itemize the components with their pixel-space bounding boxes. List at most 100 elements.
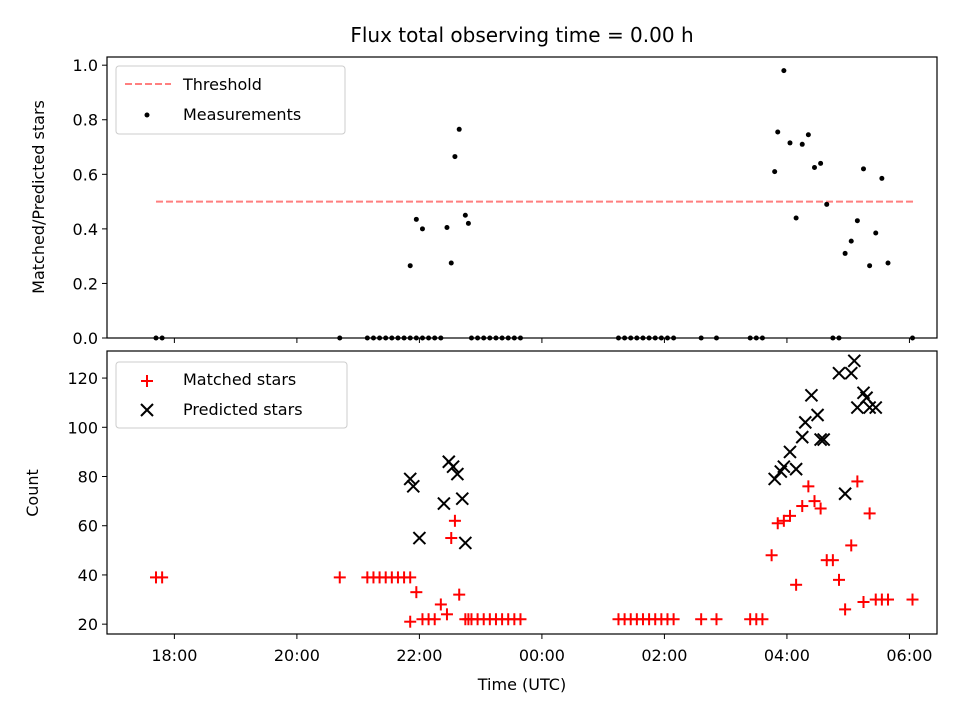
measurement-point (452, 154, 458, 160)
top-y-tick-label: 0.8 (73, 111, 98, 130)
measurement-point (879, 175, 885, 181)
bottom-y-axis-label: Count (23, 469, 42, 517)
chart-title: Flux total observing time = 0.00 h (350, 23, 693, 47)
predicted-star-point (406, 479, 420, 494)
top-legend: Threshold Measurements (115, 65, 346, 135)
matched-star-point (863, 507, 876, 520)
measurement-point (444, 225, 450, 231)
matched-star-point (802, 480, 815, 493)
legend-predicted-label: Predicted stars (183, 400, 303, 419)
top-legend-box (115, 65, 346, 135)
matched-star-point (453, 588, 466, 601)
matched-star-point (410, 586, 423, 599)
bottom-legend: Matched stars Predicted stars (115, 361, 348, 429)
matched-star-point (851, 475, 864, 488)
bottom-y-tick-label: 20 (78, 615, 98, 634)
matched-star-point (783, 509, 796, 522)
x-tick-label: 04:00 (764, 646, 810, 665)
matched-star-point (881, 593, 894, 606)
measurement-point (465, 220, 471, 226)
legend-measurements-label: Measurements (183, 105, 301, 124)
measurement-point (811, 164, 817, 170)
measurement-point (805, 132, 811, 138)
legend-matched-label: Matched stars (183, 370, 296, 389)
bottom-y-tick-label: 60 (78, 517, 98, 536)
bottom-legend-box (115, 361, 348, 429)
matched-star-point (695, 613, 708, 626)
matched-star-point (771, 517, 784, 530)
legend-measurements-swatch (144, 112, 150, 118)
predicted-star-point (403, 472, 417, 486)
matched-star-point (445, 532, 458, 545)
measurement-point (448, 260, 454, 266)
matched-star-point (667, 613, 680, 626)
measurement-point (462, 212, 468, 218)
predicted-star-point (412, 531, 427, 545)
matched-star-point (333, 571, 346, 584)
predicted-star-point (458, 536, 473, 550)
x-tick-label: 00:00 (519, 646, 565, 665)
measurement-point (854, 218, 860, 224)
top-axes-frame (106, 56, 938, 339)
x-tick-label: 06:00 (886, 646, 932, 665)
bottom-y-tick-label: 120 (67, 369, 98, 388)
measurement-point (413, 216, 419, 222)
matched-star-point (514, 613, 527, 626)
bottom-y-tick-label: 80 (78, 468, 98, 487)
measurement-point (456, 126, 462, 132)
matched-star-point (906, 593, 919, 606)
predicted-star-point (869, 400, 883, 415)
measurement-point (787, 140, 793, 146)
matched-star-point (857, 596, 870, 609)
predicted-star-point (798, 415, 813, 430)
predicted-star-point (446, 459, 460, 474)
measurement-point (419, 226, 425, 232)
matched-star-point (777, 514, 790, 527)
top-y-axis-label: Matched/Predicted stars (29, 100, 48, 294)
predicted-star-point (804, 388, 819, 403)
measurement-point (407, 263, 413, 269)
matched-star-point (814, 502, 827, 515)
matched-star-point (404, 571, 417, 584)
measurement-point (873, 230, 879, 236)
measurement-point (818, 160, 824, 166)
measurement-point (772, 169, 778, 175)
matched-star-point (796, 500, 809, 513)
x-tick-label: 22:00 (396, 646, 442, 665)
top-panel: 0.0 0.2 0.4 0.6 0.8 1.0 Matched/Predicted sta… (29, 56, 938, 348)
matched-star-point (434, 598, 447, 611)
matched-star-point (710, 613, 723, 626)
predicted-star-point (777, 459, 791, 474)
predicted-star-point (455, 491, 469, 506)
measurement-point (867, 263, 873, 269)
x-axis-label: Time (UTC) (477, 675, 566, 694)
measurement-point (848, 238, 854, 244)
predicted-star-point (810, 408, 825, 422)
matched-star-point (448, 514, 461, 527)
matched-star-point (790, 578, 803, 591)
predicted-star-point (813, 432, 828, 447)
legend-matched-swatch (141, 375, 153, 387)
matched-star-point (404, 615, 417, 628)
predicted-star-point (816, 432, 831, 447)
top-y-tick-label: 0.4 (73, 220, 98, 239)
x-tick-label: 02:00 (641, 646, 687, 665)
predicted-star-point (450, 467, 465, 481)
top-y-tick-label: 1.0 (73, 56, 98, 75)
legend-threshold-label: Threshold (182, 75, 262, 94)
x-tick-label: 18:00 (151, 646, 197, 665)
matched-star-point (756, 613, 769, 626)
predicted-star-point (789, 462, 803, 476)
legend-predicted-swatch (140, 403, 154, 417)
predicted-star-point (838, 487, 852, 501)
measurement-point (799, 141, 805, 147)
top-y-tick-label: 0.6 (73, 165, 98, 184)
bottom-y-tick-label: 100 (67, 418, 98, 437)
predicted-star-point (862, 400, 877, 415)
top-y-tick-label: 0.0 (73, 329, 98, 348)
measurement-point (775, 129, 781, 135)
measurement-point (842, 250, 848, 256)
x-tick-label: 20:00 (274, 646, 320, 665)
matched-star-point (808, 495, 821, 508)
